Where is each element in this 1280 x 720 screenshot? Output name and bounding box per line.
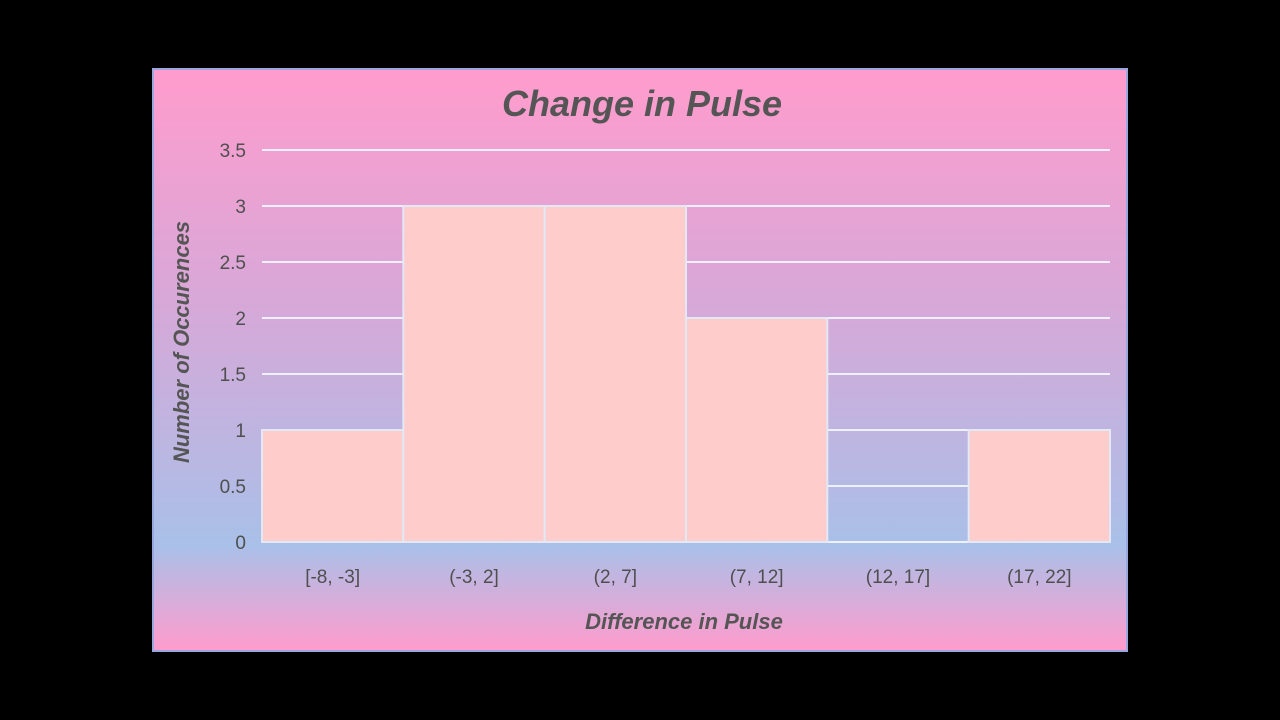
y-tick-label: 0 <box>235 533 246 554</box>
x-tick-label: (17, 22] <box>1007 567 1071 588</box>
histogram-bar <box>402 205 546 543</box>
bars <box>261 205 1112 543</box>
x-tick-label: (12, 17] <box>866 567 930 588</box>
y-tick-label: 0.5 <box>220 477 246 498</box>
y-tick-label: 3 <box>235 197 246 218</box>
y-axis-title: Number of Occurences <box>169 221 194 463</box>
y-axis-ticks: 0 0.5 1 1.5 2 2.5 3 3.5 <box>220 141 246 554</box>
histogram-bar <box>543 205 687 543</box>
histogram-bar <box>261 429 405 543</box>
chart-panel: Change in Pulse 0 0.5 1 1.5 2 2.5 3 3.5 [-8, -3… <box>152 68 1128 652</box>
x-axis-ticks: [-8, -3] (-3, 2] (2, 7] (7, 12] (12, 17] (17,… <box>305 567 1071 588</box>
histogram-chart: Change in Pulse 0 0.5 1 1.5 2 2.5 3 3.5 [-8, -3… <box>169 83 1112 634</box>
x-tick-label: (7, 12] <box>730 567 784 588</box>
y-tick-label: 3.5 <box>220 141 246 162</box>
x-axis-title: Difference in Pulse <box>585 609 783 634</box>
y-tick-label: 2.5 <box>220 253 246 274</box>
histogram-bar <box>967 429 1112 543</box>
y-tick-label: 2 <box>235 309 246 330</box>
y-tick-label: 1.5 <box>220 365 246 386</box>
x-tick-label: (2, 7] <box>594 567 637 588</box>
x-tick-label: (-3, 2] <box>449 567 499 588</box>
histogram-bar <box>685 317 829 543</box>
x-tick-label: [-8, -3] <box>305 567 360 588</box>
chart-title: Change in Pulse <box>502 83 782 124</box>
y-tick-label: 1 <box>235 421 246 442</box>
